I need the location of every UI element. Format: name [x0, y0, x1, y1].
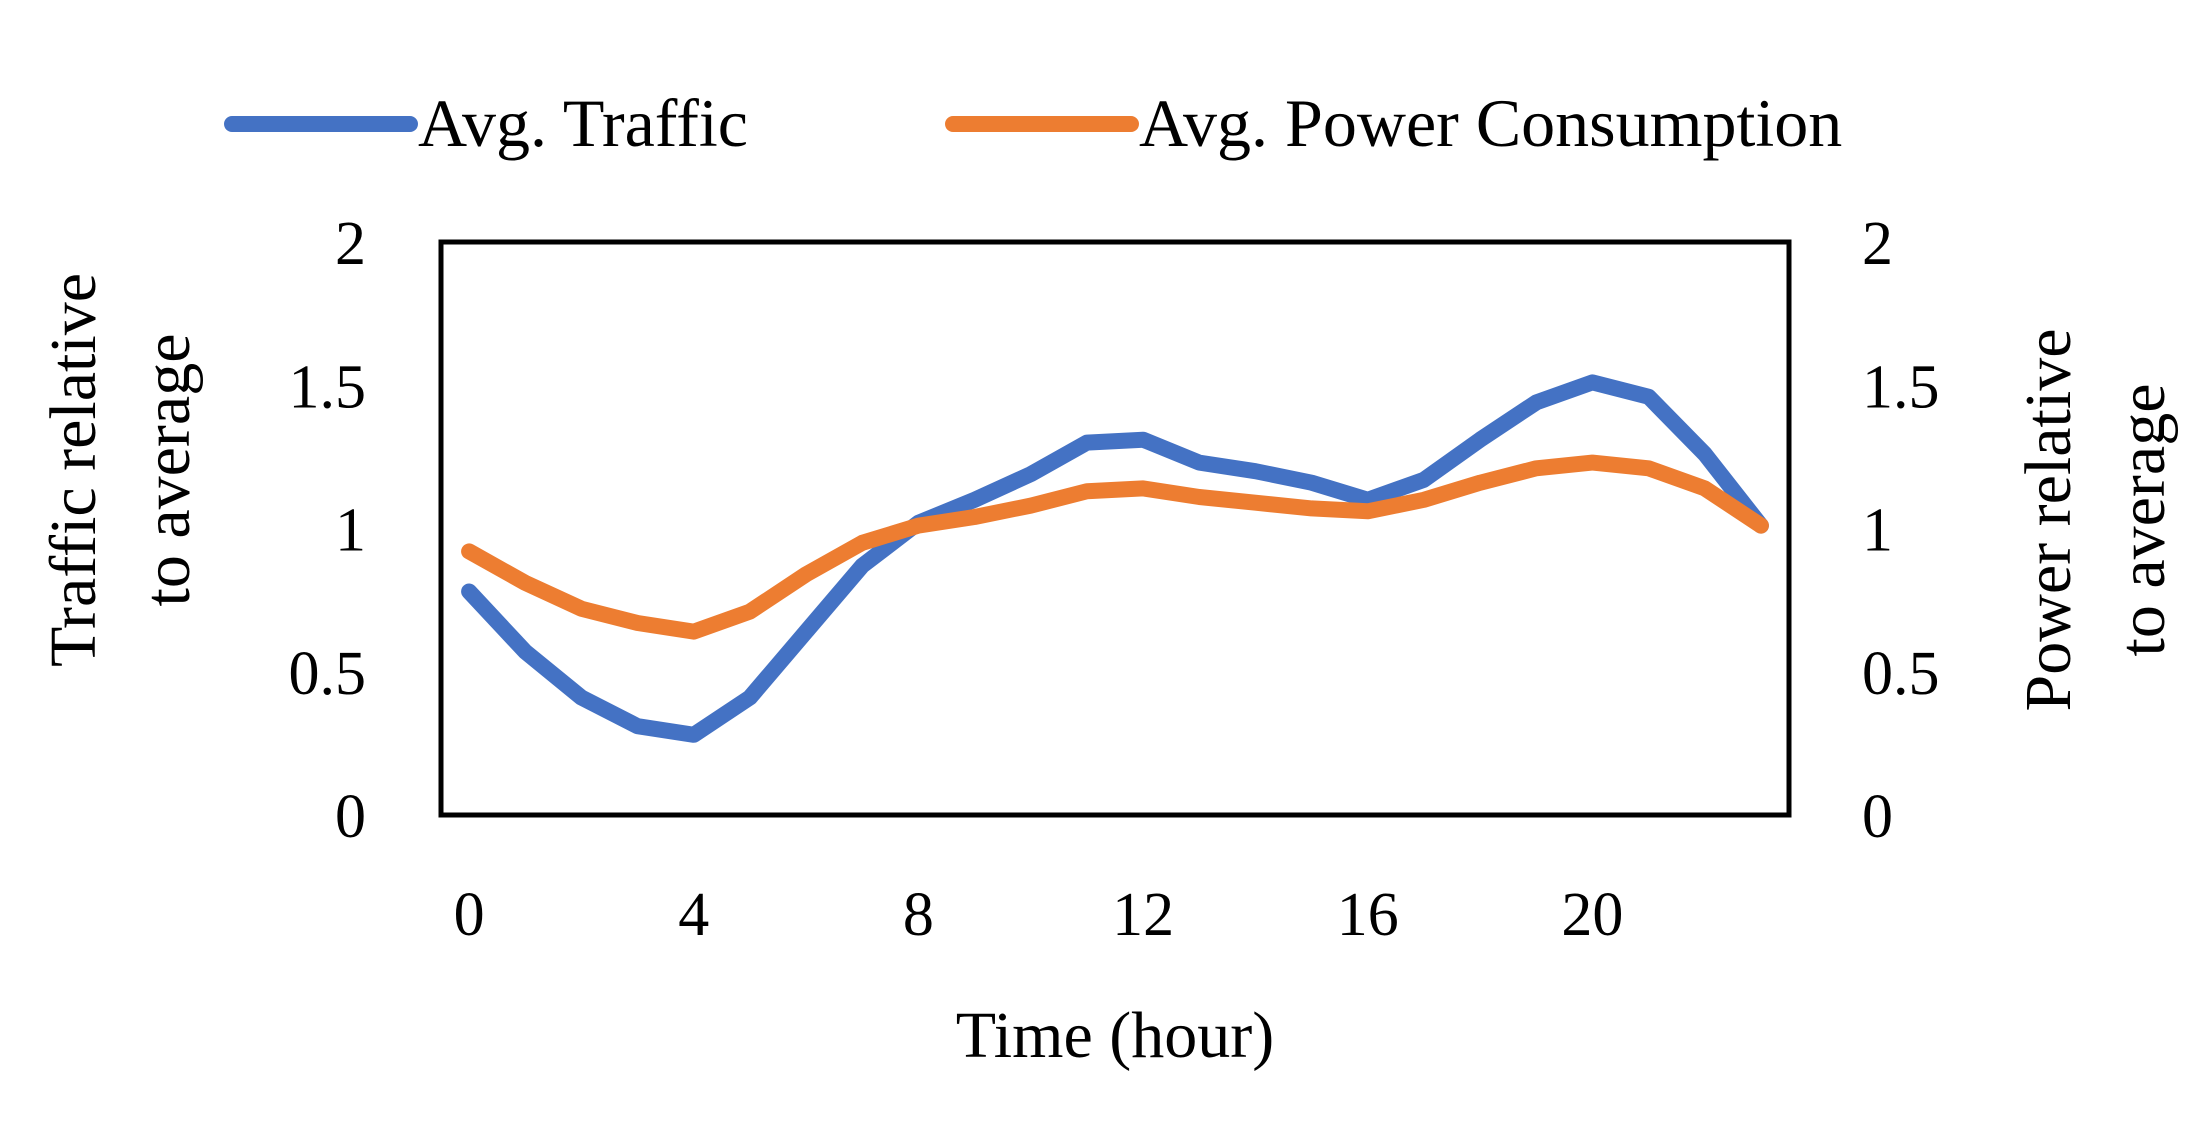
legend-label-power: Avg. Power Consumption: [1139, 85, 1842, 161]
legend-label-traffic: Avg. Traffic: [418, 85, 748, 161]
x-axis-title: Time (hour): [956, 999, 1274, 1072]
x-tick-label: 8: [903, 881, 934, 949]
legend: Avg. Traffic Avg. Power Consumption: [224, 85, 1842, 161]
y-axis-right-title-line-2: to average: [2106, 384, 2179, 657]
y-axis-right-title: Power relative to average: [2012, 328, 2179, 711]
series-line-traffic: [461, 374, 1769, 743]
x-tick-label: 12: [1112, 881, 1174, 949]
y-axis-right-ticks: 0 0.5 1 1.5 2: [1862, 210, 1940, 851]
x-tick-label: 20: [1561, 881, 1623, 949]
y-axis-left-title: Traffic relative to average: [37, 273, 204, 667]
plot-area: [438, 239, 1792, 818]
y-axis-left-title-line-2: to average: [131, 334, 204, 607]
y-right-tick-label: 1.5: [1862, 353, 1940, 421]
y-right-tick-label: 0: [1862, 783, 1893, 851]
x-axis-ticks: 0 4 8 12 16 20: [454, 881, 1624, 949]
y-axis-left-title-line-1: Traffic relative: [37, 273, 110, 667]
series-line-power: [461, 454, 1769, 640]
y-axis-left-ticks: 0 0.5 1 1.5 2: [289, 210, 367, 851]
y-right-tick-label: 1: [1862, 497, 1893, 565]
x-tick-label: 16: [1337, 881, 1399, 949]
y-left-tick-label: 0: [335, 783, 366, 851]
y-right-tick-label: 0.5: [1862, 640, 1940, 708]
y-left-tick-label: 1: [335, 497, 366, 565]
x-tick-label: 4: [678, 881, 709, 949]
y-left-tick-label: 2: [335, 210, 366, 278]
y-axis-right-title-line-1: Power relative: [2012, 328, 2085, 711]
y-right-tick-label: 2: [1862, 210, 1893, 278]
y-left-tick-label: 0.5: [289, 640, 367, 708]
x-tick-label: 0: [454, 881, 485, 949]
y-left-tick-label: 1.5: [289, 353, 367, 421]
